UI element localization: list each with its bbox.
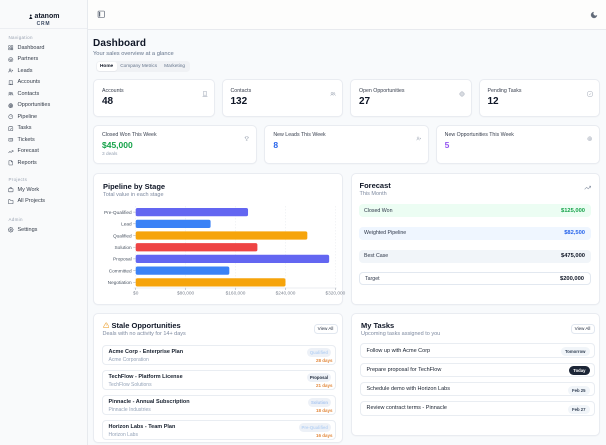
svg-text:$0: $0 (133, 290, 139, 296)
svg-text:$80,000: $80,000 (177, 290, 195, 296)
svg-text:Pre-Qualified: Pre-Qualified (104, 209, 132, 215)
svg-text:Qualified: Qualified (113, 233, 132, 239)
svg-text:Proposal: Proposal (113, 256, 132, 262)
svg-text:$320,000: $320,000 (325, 290, 345, 296)
svg-text:Lead: Lead (121, 221, 132, 227)
svg-text:Committed: Committed (109, 268, 132, 274)
svg-text:Negotiation: Negotiation (108, 280, 132, 286)
svg-text:$240,000: $240,000 (276, 290, 296, 296)
svg-text:Solution: Solution (115, 244, 133, 250)
svg-text:$160,000: $160,000 (226, 290, 246, 296)
